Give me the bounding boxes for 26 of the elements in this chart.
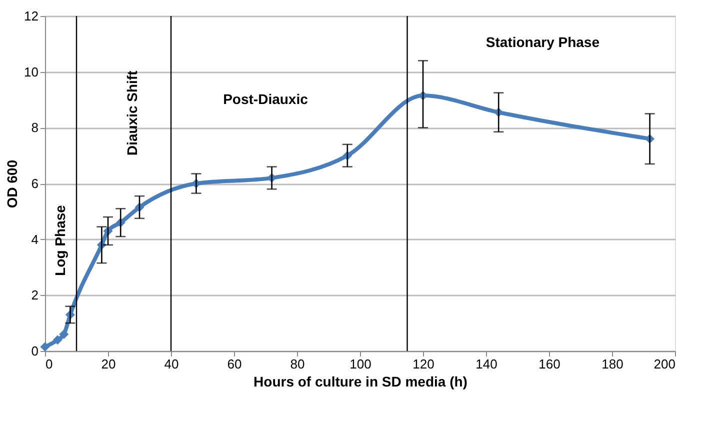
y-tick-label: 0 bbox=[31, 344, 38, 358]
x-tick-label: 180 bbox=[602, 356, 624, 372]
annotation: Stationary Phase bbox=[486, 34, 600, 50]
y-tick-label: 6 bbox=[31, 176, 38, 191]
y-axis-title: OD 600 bbox=[4, 160, 20, 208]
point bbox=[59, 330, 69, 339]
x-axis-title: Hours of culture in SD media (h) bbox=[254, 374, 468, 390]
point bbox=[52, 335, 62, 345]
x-tick-label: 0 bbox=[46, 356, 53, 372]
y-tick-label: 12 bbox=[24, 8, 38, 24]
y-tick-label: 10 bbox=[24, 64, 38, 80]
x-tick-label: 60 bbox=[227, 356, 242, 372]
y-tick-label: 2 bbox=[31, 288, 38, 303]
y-tick-label: 4 bbox=[31, 232, 38, 247]
annotation: Log Phase bbox=[52, 204, 68, 276]
x-tick-label: 200 bbox=[654, 356, 676, 372]
annotation: Post-Diauxic bbox=[223, 90, 308, 107]
x-tick-label: 140 bbox=[476, 356, 498, 372]
x-tick-label: 20 bbox=[101, 356, 116, 372]
x-tick-label: 160 bbox=[538, 356, 560, 372]
y-tick-label: 8 bbox=[31, 120, 38, 136]
x-tick-label: 100 bbox=[350, 356, 372, 372]
x-tick-label: 40 bbox=[164, 356, 179, 372]
x-tick-label: 120 bbox=[412, 356, 434, 372]
x-tick-label: 80 bbox=[290, 356, 305, 372]
annotation: Diauxic Shift bbox=[124, 70, 140, 156]
